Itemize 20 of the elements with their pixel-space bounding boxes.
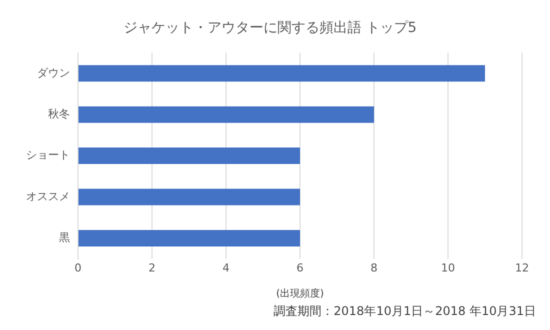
bar [78,230,300,246]
bar [78,188,300,206]
x-tick-label: 10 [441,261,455,274]
x-tick-label: 8 [370,261,378,274]
x-axis-title: (出現頻度) [276,288,324,300]
y-tick-label: ダウン [37,66,70,80]
bar [78,106,374,123]
x-tick-label: 2 [148,261,156,274]
bar [78,65,485,82]
bar [78,148,300,164]
x-tick-label: 4 [222,261,230,274]
x-tick-label: 6 [296,261,304,274]
y-tick-label: 秋冬 [48,107,70,120]
y-tick-label: ショート [26,148,70,162]
x-tick-label: 12 [515,261,529,274]
chart-title: ジャケット・アウターに関する頻出語 トップ5 [123,20,417,36]
y-tick-label: オススメ [26,190,70,203]
x-tick-label: 0 [74,261,82,274]
y-tick-label: 黒 [59,231,70,244]
text: 調査期間：2018年10月1日～2018 年10月31日 [274,304,536,318]
